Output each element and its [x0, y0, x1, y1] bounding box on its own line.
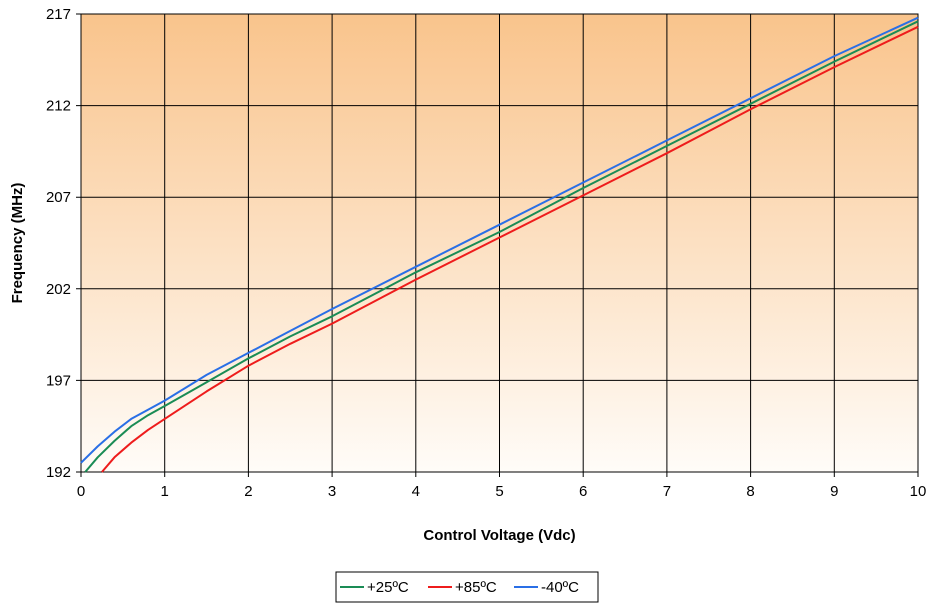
x-tick-label: 8 — [746, 483, 754, 500]
x-tick-label: 3 — [328, 483, 336, 500]
y-tick-label: 212 — [46, 98, 71, 115]
legend-box — [335, 571, 599, 603]
y-axis-title: Frequency (MHz) — [9, 183, 26, 304]
x-tick-label: 1 — [161, 483, 169, 500]
legend: +25ºC +85ºC -40ºC — [335, 571, 599, 603]
plot-border — [80, 13, 919, 473]
y-tick-label: 217 — [46, 6, 71, 23]
legend-label: -40ºC — [541, 579, 579, 596]
x-tick-label: 7 — [663, 483, 671, 500]
x-axis-ticks: 0 1 2 3 4 5 6 7 8 9 10 — [77, 483, 927, 500]
legend-label: +25ºC — [367, 579, 409, 596]
x-tick-label: 2 — [244, 483, 252, 500]
x-tick-label: 10 — [910, 483, 927, 500]
series-lines — [80, 16, 919, 473]
y-tick-label: 202 — [46, 281, 71, 298]
series-line — [101, 25, 919, 473]
y-axis-ticks: 192 197 202 207 212 217 — [46, 6, 71, 481]
x-tick-label: 4 — [412, 483, 420, 500]
x-tick-label: 5 — [495, 483, 503, 500]
legend-label: +85ºC — [455, 579, 497, 596]
grid — [76, 13, 919, 477]
x-axis-title: Control Voltage (Vdc) — [423, 527, 575, 544]
x-tick-label: 0 — [77, 483, 85, 500]
series-line — [80, 16, 919, 464]
y-tick-label: 207 — [46, 189, 71, 206]
x-tick-label: 6 — [579, 483, 587, 500]
x-tick-label: 9 — [830, 483, 838, 500]
y-tick-label: 197 — [46, 372, 71, 389]
series-line — [84, 20, 919, 473]
y-tick-label: 192 — [46, 464, 71, 481]
